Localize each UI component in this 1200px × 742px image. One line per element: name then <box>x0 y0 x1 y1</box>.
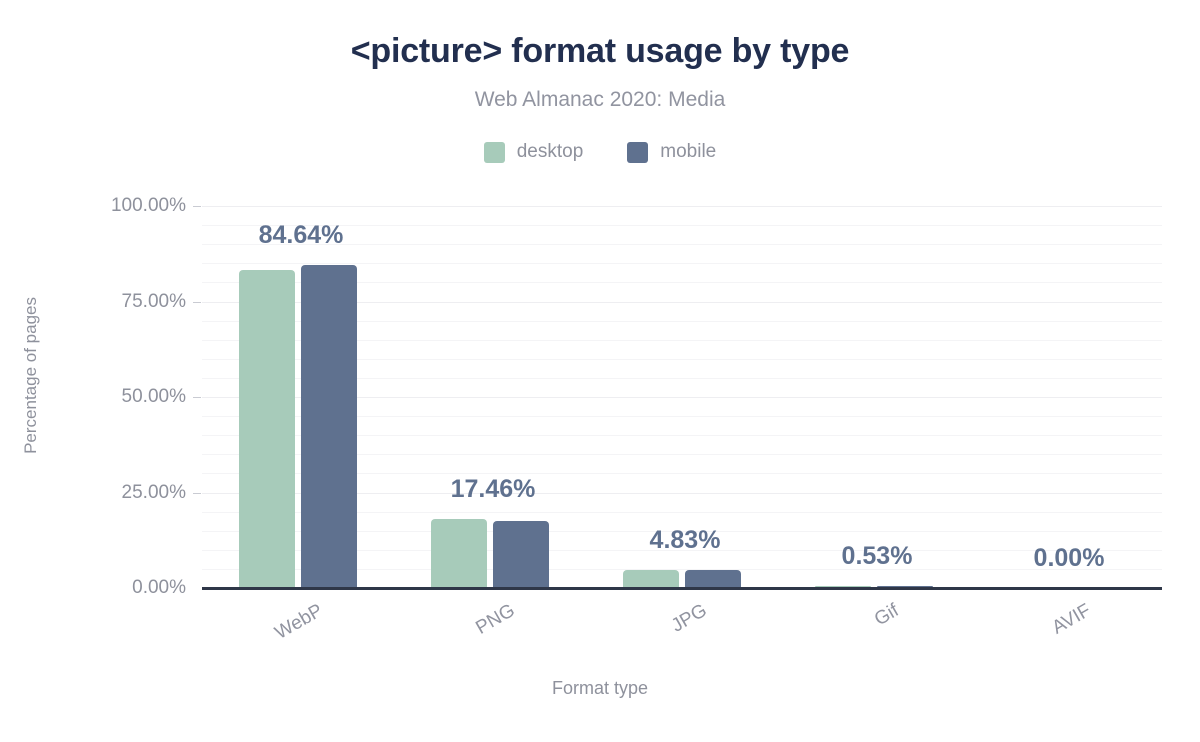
x-axis-baseline <box>202 587 1162 590</box>
x-axis-tick-label-JPG: JPG <box>667 600 711 637</box>
legend-item-mobile[interactable]: mobile <box>627 141 716 163</box>
chart-legend: desktop mobile <box>0 141 1200 163</box>
y-axis-tick-label: 100.00% <box>110 195 186 216</box>
legend-swatch-icon <box>627 141 649 163</box>
gridline-minor <box>202 282 1162 284</box>
y-axis-tick-label: 25.00% <box>121 481 186 503</box>
y-axis-tick-mark <box>193 492 201 494</box>
gridline-minor <box>202 244 1162 246</box>
x-axis-tick-label-Gif: Gif <box>870 600 903 631</box>
legend-swatch-icon <box>483 141 505 163</box>
gridline-minor <box>202 339 1162 341</box>
bar-Gif-mobile[interactable] <box>877 585 933 588</box>
bar-value-label-Gif: 0.53% <box>841 541 913 570</box>
x-axis-title: Format type <box>551 678 649 698</box>
legend-label: mobile <box>660 141 717 162</box>
chart-title: <picture> format usage by type <box>350 32 850 70</box>
y-axis-tick-label: 0.00% <box>132 577 186 598</box>
bar-value-label-WebP: 84.64% <box>258 220 344 249</box>
plot-area <box>202 206 1162 589</box>
y-axis-tick-label: 50.00% <box>121 386 186 407</box>
bar-value-label-PNG: 17.46% <box>450 475 536 504</box>
y-axis-tick-mark <box>193 301 201 303</box>
y-axis-title: Percentage of pages <box>21 297 40 454</box>
y-axis-tick-label: 75.00% <box>121 290 186 312</box>
gridline-minor <box>202 511 1162 513</box>
gridline-major <box>202 397 1162 398</box>
bar-value-label-JPG: 4.83% <box>649 525 721 554</box>
gridline-minor <box>202 549 1162 551</box>
x-axis-tick-label-AVIF: AVIF <box>1048 600 1095 639</box>
gridline-minor <box>202 225 1162 227</box>
x-axis-tick-label-PNG: PNG <box>472 600 519 639</box>
gridline-minor <box>202 320 1162 322</box>
bar-JPG-desktop[interactable] <box>623 570 679 588</box>
bar-WebP-mobile[interactable] <box>301 264 357 588</box>
gridline-minor <box>202 454 1162 456</box>
gridline-minor <box>202 377 1162 379</box>
legend-item-desktop[interactable]: desktop <box>483 141 584 163</box>
gridline-minor <box>202 416 1162 418</box>
gridline-major <box>202 301 1162 303</box>
chart-subtitle: Web Almanac 2020: Media <box>474 88 726 111</box>
bar-WebP-desktop[interactable] <box>239 270 295 588</box>
gridline-major <box>202 206 1162 207</box>
y-axis-tick-mark <box>193 206 201 207</box>
gridline-minor <box>202 435 1162 437</box>
gridline-minor <box>202 358 1162 360</box>
bar-value-label-AVIF: 0.00% <box>1033 544 1105 572</box>
legend-label: desktop <box>516 141 584 162</box>
gridline-major <box>202 492 1162 494</box>
bar-PNG-mobile[interactable] <box>493 521 549 588</box>
gridline-minor <box>202 473 1162 475</box>
gridline-minor <box>202 263 1162 265</box>
gridline-minor <box>202 530 1162 532</box>
gridline-minor <box>202 568 1162 570</box>
y-axis-tick-mark <box>193 397 201 398</box>
bar-PNG-desktop[interactable] <box>431 519 487 588</box>
bar-JPG-mobile[interactable] <box>685 569 741 588</box>
x-axis-tick-label-WebP: WebP <box>271 600 327 644</box>
